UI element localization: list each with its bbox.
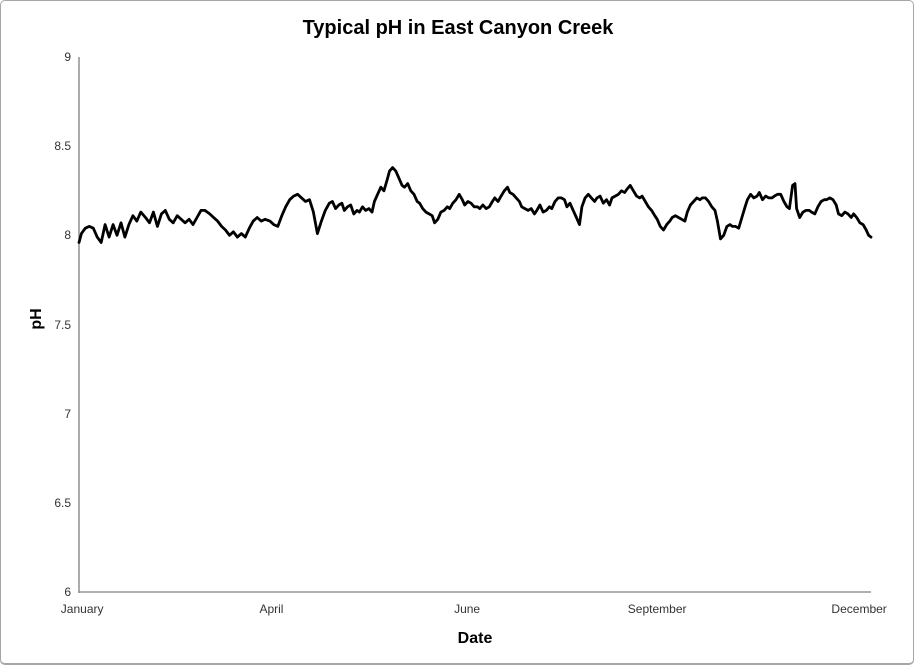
y-tick-label: 9 (64, 50, 71, 64)
x-tick-label: September (627, 602, 687, 616)
y-tick-label: 7.5 (54, 317, 71, 332)
x-tick-label: January (60, 602, 104, 616)
chart-title: Typical pH in East Canyon Creek (302, 17, 614, 39)
y-tick-label: 7 (64, 406, 71, 421)
x-axis-title: Date (457, 630, 493, 647)
y-tick-label: 6 (64, 585, 71, 599)
x-tick-label: April (259, 602, 284, 616)
x-tick-label: December (831, 602, 887, 616)
x-tick-label: June (454, 602, 481, 616)
y-tick-label: 8 (64, 228, 71, 243)
y-tick-label: 6.5 (54, 495, 71, 510)
y-tick-label: 8.5 (54, 139, 71, 154)
ph-series-line (77, 166, 873, 244)
